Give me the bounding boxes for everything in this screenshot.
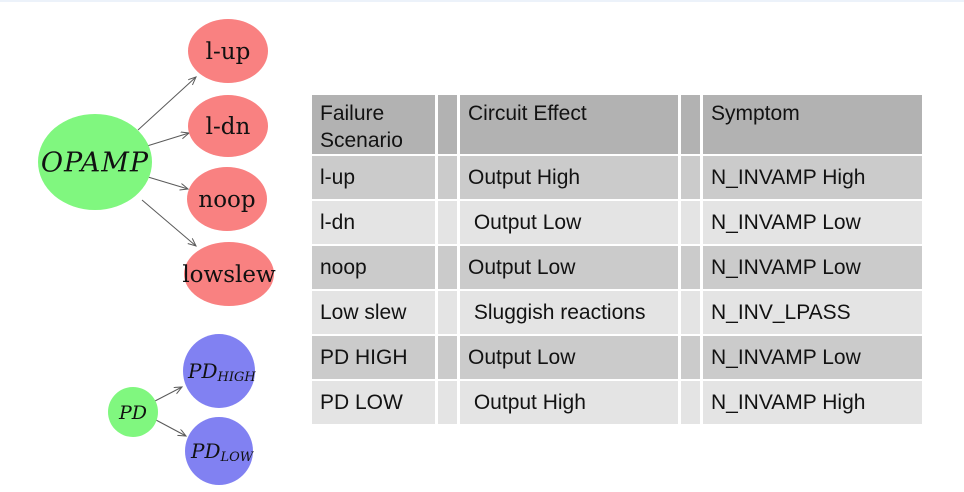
pd-high-node-label: PDHIGH — [187, 359, 256, 385]
cell-symptom: N_INVAMP Low — [703, 201, 922, 244]
pd-low-node — [185, 417, 253, 485]
spacer-cell — [681, 156, 700, 199]
header-cell-symptom: Symptom — [703, 95, 922, 154]
spacer-cell — [438, 291, 457, 334]
spacer-cell — [681, 246, 700, 289]
edge-pd-pdhigh-arrow — [154, 387, 182, 402]
spacer-cell — [681, 291, 700, 334]
edge-opamp-lowslew-arrow — [141, 199, 196, 246]
pd-node-label: PD — [118, 402, 147, 424]
failure-node-l-dn-label: l-dn — [206, 114, 251, 140]
spacer-cell — [438, 381, 457, 424]
spacer-cell — [438, 156, 457, 199]
failure-node-lowslew-label: lowslew — [182, 262, 276, 288]
spacer-cell — [438, 246, 457, 289]
failure-node-lowslew — [184, 242, 274, 306]
header-spacer-cell — [681, 95, 700, 154]
spacer-cell — [681, 201, 700, 244]
edge-opamp-lup-arrow — [137, 77, 196, 131]
cell-symptom: N_INVAMP Low — [703, 336, 922, 379]
failure-node-noop — [187, 167, 267, 231]
edge-pd-pdlow-arrow — [155, 419, 186, 436]
failure-node-noop-label: noop — [198, 187, 255, 213]
pd-low-node-label: PDLOW — [190, 439, 255, 465]
header-spacer-cell — [438, 95, 457, 154]
cell-effect: Sluggish reactions — [460, 291, 678, 334]
pd-high-subscript-text: HIGH — [217, 370, 257, 385]
pd-high-node — [183, 334, 255, 408]
pd-low-base-text: PD — [190, 439, 221, 463]
cell-scenario: l-dn — [312, 201, 435, 244]
cell-scenario: Low slew — [312, 291, 435, 334]
failure-scenario-table: Failure Scenario Circuit Effect Symptom … — [312, 95, 922, 424]
cell-scenario: PD LOW — [312, 381, 435, 424]
spacer-cell — [438, 201, 457, 244]
pd-high-base-text: PD — [187, 359, 218, 383]
cell-symptom: N_INVAMP High — [703, 381, 922, 424]
cell-symptom: N_INV_LPASS — [703, 291, 922, 334]
cell-effect: Output Low — [460, 336, 678, 379]
spacer-cell — [681, 336, 700, 379]
opamp-node — [38, 114, 152, 210]
cell-effect: Output High — [460, 381, 678, 424]
failure-node-l-up-label: l-up — [206, 39, 251, 65]
cell-scenario: l-up — [312, 156, 435, 199]
cell-scenario: PD HIGH — [312, 336, 435, 379]
pd-node — [108, 387, 158, 437]
cell-effect: Output Low — [460, 201, 678, 244]
cell-scenario: noop — [312, 246, 435, 289]
edge-opamp-ldn-arrow — [146, 133, 189, 147]
cell-effect: Output Low — [460, 246, 678, 289]
cell-symptom: N_INVAMP High — [703, 156, 922, 199]
header-cell-circuit-effect: Circuit Effect — [460, 95, 678, 154]
spacer-cell — [438, 336, 457, 379]
pd-low-subscript-text: LOW — [220, 450, 255, 465]
failure-node-l-dn — [188, 95, 268, 157]
fault-tree-diagram: OPAMP l-up l-dn noop lowslew PD PDHIGH P… — [38, 19, 276, 485]
cell-effect: Output High — [460, 156, 678, 199]
header-cell-failure-scenario: Failure Scenario — [312, 95, 435, 154]
spacer-cell — [681, 381, 700, 424]
failure-node-l-up — [188, 19, 268, 83]
opamp-node-label: OPAMP — [41, 148, 149, 179]
window-top-edge — [0, 0, 964, 2]
cell-symptom: N_INVAMP Low — [703, 246, 922, 289]
edge-opamp-noop-arrow — [147, 176, 188, 189]
